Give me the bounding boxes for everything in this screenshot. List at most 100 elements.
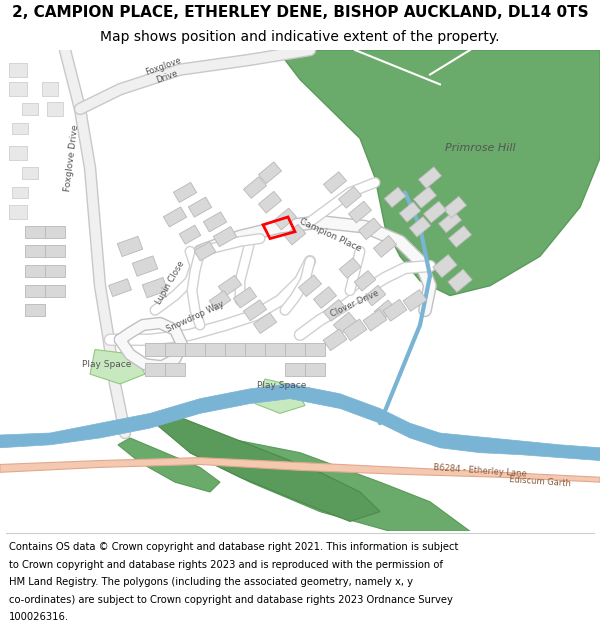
Text: Snowdrop Way: Snowdrop Way — [165, 300, 225, 334]
Bar — [203, 212, 227, 232]
Bar — [424, 201, 446, 223]
Bar — [358, 218, 382, 239]
Bar — [305, 362, 325, 376]
Bar — [418, 167, 442, 189]
Text: Map shows position and indicative extent of the property.: Map shows position and indicative extent… — [100, 31, 500, 44]
Bar — [145, 343, 165, 356]
Bar — [233, 287, 257, 308]
Text: 2, CAMPION PLACE, ETHERLEY DENE, BISHOP AUCKLAND, DL14 0TS: 2, CAMPION PLACE, ETHERLEY DENE, BISHOP … — [11, 5, 589, 20]
Bar — [179, 225, 201, 244]
Bar — [185, 343, 205, 356]
Bar — [45, 265, 65, 277]
Bar — [218, 275, 242, 296]
Bar — [409, 217, 431, 237]
Bar — [298, 275, 322, 296]
Bar — [165, 343, 185, 356]
Text: Contains OS data © Crown copyright and database right 2021. This information is : Contains OS data © Crown copyright and d… — [9, 542, 458, 552]
Bar — [194, 242, 216, 261]
Bar — [374, 300, 396, 321]
Bar — [12, 122, 28, 134]
Text: B6284 - Etherley Lane: B6284 - Etherley Lane — [433, 462, 527, 478]
Bar — [259, 191, 281, 213]
Bar — [132, 256, 158, 276]
Bar — [343, 319, 367, 341]
Bar — [448, 269, 472, 292]
Bar — [142, 278, 168, 298]
Bar — [25, 226, 45, 238]
Bar — [354, 271, 376, 291]
Polygon shape — [155, 413, 380, 521]
Bar — [47, 102, 63, 116]
Bar — [42, 82, 58, 96]
Bar — [244, 177, 266, 198]
Text: Primrose Hill: Primrose Hill — [445, 143, 515, 153]
Text: 100026316.: 100026316. — [9, 612, 69, 622]
Bar — [209, 291, 231, 311]
Bar — [285, 362, 305, 376]
Bar — [443, 196, 467, 218]
Bar — [9, 146, 27, 160]
Bar — [25, 304, 45, 316]
Bar — [265, 343, 285, 356]
Bar — [165, 362, 185, 376]
Bar — [384, 187, 406, 208]
Bar — [413, 186, 437, 208]
Text: Play Space: Play Space — [257, 381, 307, 391]
Bar — [12, 186, 28, 198]
Bar — [448, 226, 472, 248]
Bar — [22, 167, 38, 179]
Polygon shape — [285, 50, 600, 296]
Bar — [285, 343, 305, 356]
Bar — [245, 343, 265, 356]
Bar — [338, 186, 362, 208]
Text: co-ordinates) are subject to Crown copyright and database rights 2023 Ordnance S: co-ordinates) are subject to Crown copyr… — [9, 594, 453, 604]
Bar — [373, 236, 397, 258]
Bar — [439, 211, 461, 232]
Bar — [339, 258, 361, 278]
Polygon shape — [255, 379, 305, 413]
Bar — [253, 312, 277, 334]
Text: Clover Drive: Clover Drive — [329, 288, 380, 319]
Bar — [225, 343, 245, 356]
Bar — [45, 226, 65, 238]
Bar — [9, 205, 27, 219]
Bar — [25, 246, 45, 258]
Bar — [244, 300, 266, 321]
Bar — [383, 299, 407, 321]
Bar — [22, 103, 38, 115]
Bar — [349, 201, 371, 223]
Polygon shape — [0, 458, 600, 482]
Text: Play Space: Play Space — [82, 360, 131, 369]
Bar — [9, 62, 27, 76]
Bar — [313, 287, 337, 308]
Bar — [433, 254, 457, 278]
Bar — [323, 329, 347, 351]
Bar — [363, 309, 387, 331]
Bar — [323, 299, 347, 321]
Bar — [305, 343, 325, 356]
Bar — [284, 224, 306, 245]
Text: Ediscum Garth: Ediscum Garth — [509, 476, 571, 489]
Polygon shape — [118, 438, 220, 492]
Bar — [205, 343, 225, 356]
Bar — [403, 289, 427, 311]
Text: Foxglove
Drive: Foxglove Drive — [144, 56, 186, 87]
Bar — [145, 362, 165, 376]
Bar — [45, 246, 65, 258]
Bar — [334, 312, 356, 334]
Bar — [25, 265, 45, 277]
Bar — [173, 182, 197, 203]
Bar — [45, 285, 65, 296]
Polygon shape — [90, 349, 145, 384]
Bar — [109, 279, 131, 297]
Text: Lupin Close: Lupin Close — [154, 259, 186, 306]
Bar — [274, 208, 296, 230]
Polygon shape — [180, 433, 470, 531]
Bar — [25, 285, 45, 296]
Bar — [9, 82, 27, 96]
Bar — [117, 236, 143, 257]
Bar — [163, 207, 187, 227]
Bar — [259, 162, 281, 184]
Bar — [323, 172, 347, 193]
Polygon shape — [0, 384, 600, 461]
